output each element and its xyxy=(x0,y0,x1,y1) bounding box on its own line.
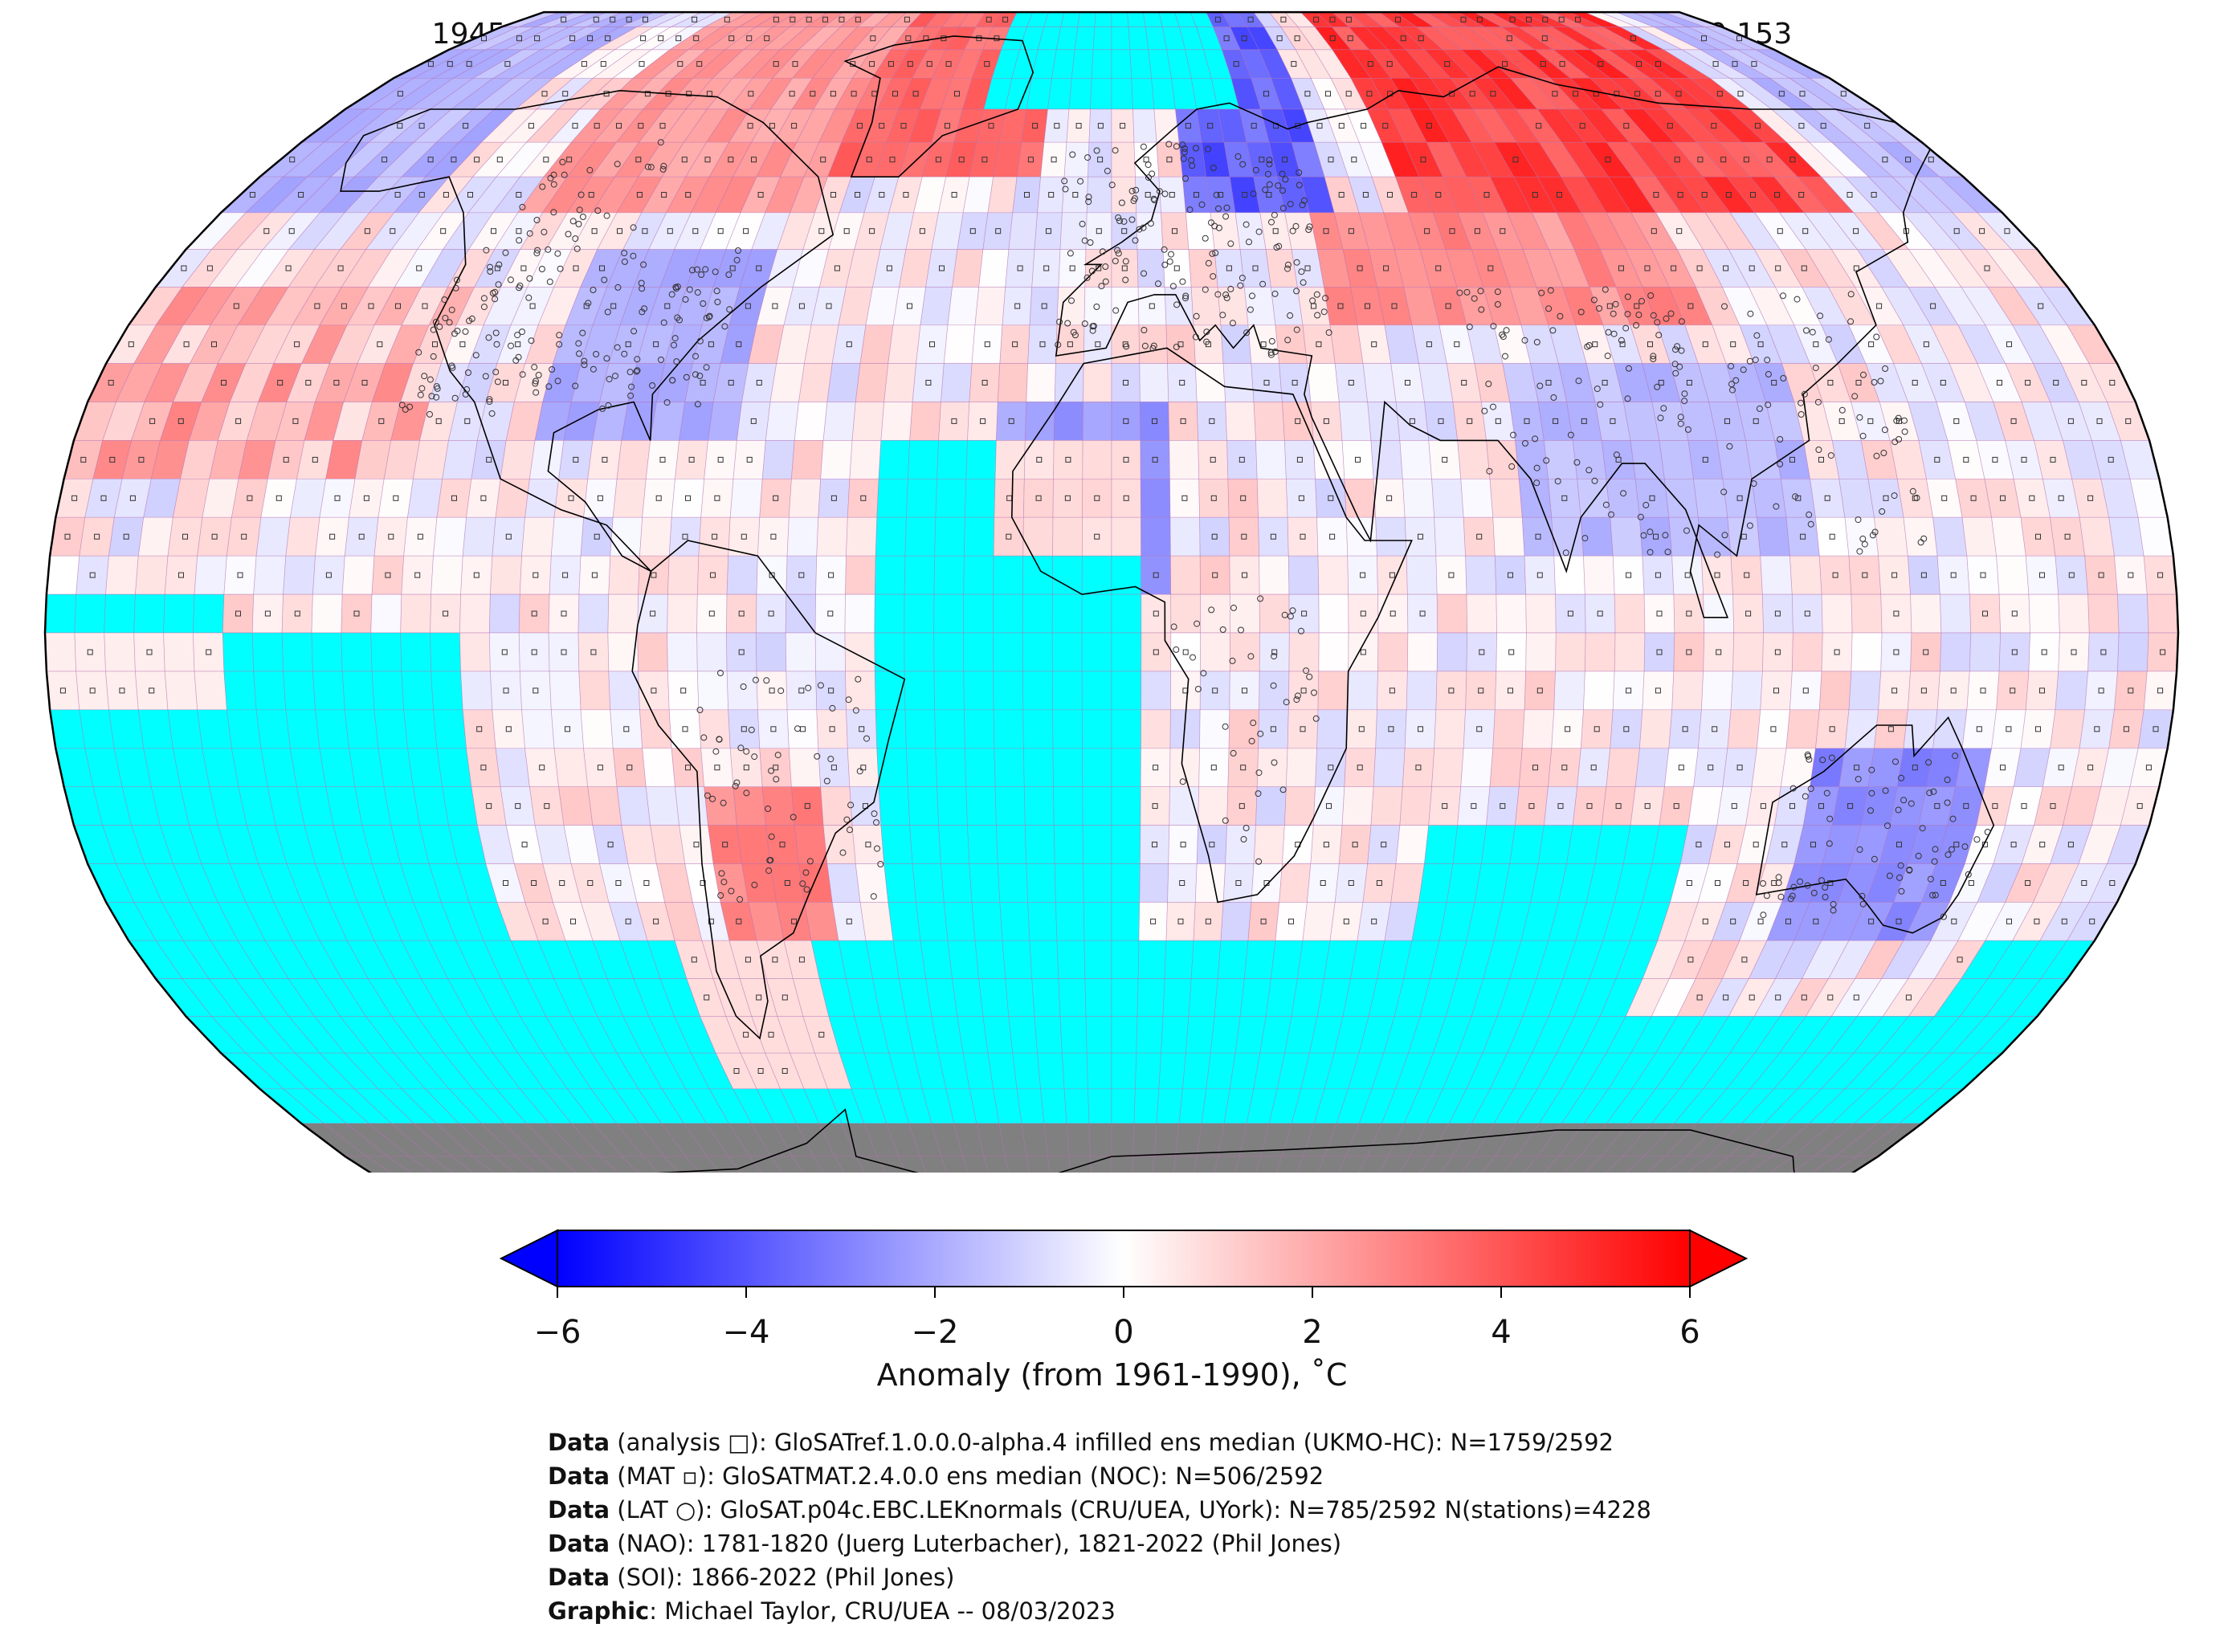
credits: Data (analysis □): GloSATref.1.0.0.0-alp… xyxy=(548,1426,1651,1628)
colorbar-extend-max xyxy=(1689,1229,1749,1288)
colorbar-label: Anomaly (from 1961-1990), ˚C xyxy=(876,1357,1348,1393)
colorbar-tick-label: 2 xyxy=(1302,1314,1323,1351)
colorbar-gradient xyxy=(557,1230,1691,1287)
world-map xyxy=(43,10,2180,1173)
colorbar-extend-min xyxy=(499,1229,558,1288)
credit-analysis: Data (analysis □): GloSATref.1.0.0.0-alp… xyxy=(548,1429,1614,1456)
colorbar-tick-label: −6 xyxy=(533,1314,582,1351)
credit-nao: Data (NAO): 1781-1820 (Juerg Luterbacher… xyxy=(548,1530,1342,1557)
credit-mat: Data (MAT ▫): GloSATMAT.2.4.0.0 ens medi… xyxy=(548,1462,1324,1490)
colorbar-tick-label: 0 xyxy=(1113,1314,1134,1351)
colorbar-tick-label: 4 xyxy=(1491,1314,1512,1351)
colorbar-tick-label: −2 xyxy=(911,1314,959,1351)
anomaly-grid xyxy=(45,12,2178,1173)
colorbar-tick-label: −4 xyxy=(722,1314,770,1351)
colorbar xyxy=(499,1229,1749,1298)
credit-graphic: Graphic: Michael Taylor, CRU/UEA -- 08/0… xyxy=(548,1597,1116,1625)
credit-soi: Data (SOI): 1866-2022 (Phil Jones) xyxy=(548,1564,955,1591)
colorbar-tick-label: 6 xyxy=(1679,1314,1700,1351)
credit-lat: Data (LAT ○): GloSAT.p04c.EBC.LEKnormals… xyxy=(548,1496,1651,1524)
